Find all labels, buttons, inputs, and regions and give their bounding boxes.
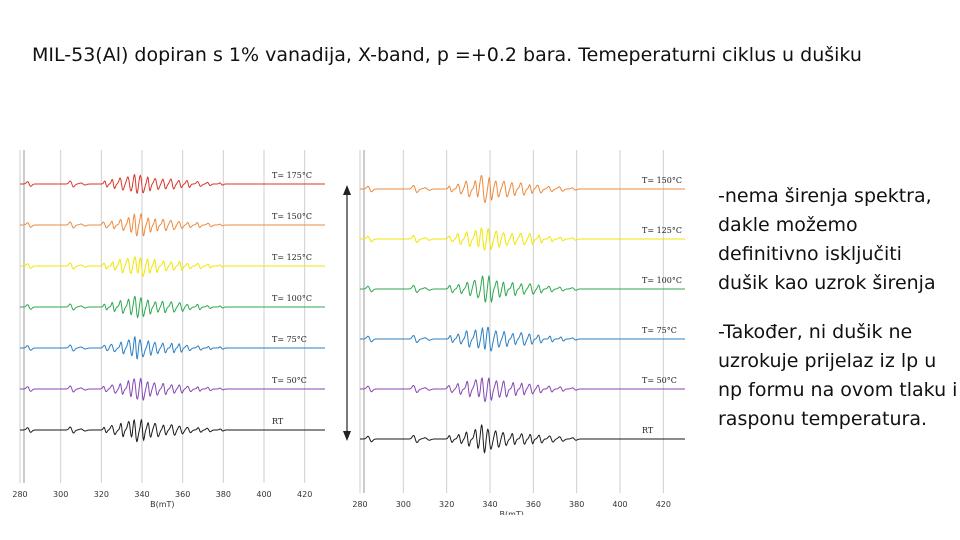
series-label-6: T= 50°C — [272, 376, 307, 385]
series-label-5: T= 50°C — [642, 376, 677, 385]
spectrum-line-6 — [20, 377, 325, 402]
x-tick-label: 300 — [396, 500, 411, 509]
x-tick-label: 320 — [439, 500, 454, 509]
series-label-5: T= 75°C — [272, 335, 307, 344]
epr-chart-heating: 280 300 320 340 360 380 400 420 B(mT) T= 175°C T= … — [12, 150, 325, 509]
x-tick-label: 340 — [134, 490, 149, 499]
x-axis-label: B(mT) — [499, 510, 523, 515]
x-tick-label: 420 — [656, 500, 671, 509]
x-tick-label: 280 — [12, 490, 27, 499]
slide-title: MIL-53(Al) dopiran s 1% vanadija, X-band… — [32, 44, 862, 66]
x-tick-label: 400 — [256, 490, 271, 499]
series-label-1: T= 175°C — [272, 171, 312, 180]
slide-notes: -nema širenja spektra, dakle možemo defi… — [718, 182, 958, 454]
x-axis-label: B(mT) — [150, 500, 174, 509]
spectrum-line-6 — [360, 423, 685, 454]
note-no-lp-np-transition: -Također, ni dušik ne uzrokuje prijelaz … — [718, 321, 958, 430]
spectrum-line-2 — [360, 227, 685, 251]
spectrum-line-1 — [360, 175, 685, 204]
series-label-3: T= 125°C — [272, 253, 312, 262]
x-tick-label: 280 — [352, 500, 367, 509]
series-label-2: T= 150°C — [272, 212, 312, 221]
series-label-7: RT — [272, 417, 284, 426]
series-label-1: T= 150°C — [642, 176, 682, 185]
spectrum-line-5 — [20, 336, 325, 360]
note-no-broadening: -nema širenja spektra, dakle možemo defi… — [718, 185, 936, 294]
x-tick-label: 360 — [526, 500, 541, 509]
spectrum-line-7 — [20, 418, 325, 443]
x-tick-label: 320 — [94, 490, 109, 499]
x-tick-label: 380 — [216, 490, 231, 499]
spectrum-line-3 — [360, 275, 685, 304]
spectrum-line-2 — [20, 212, 325, 237]
spectrum-line-4 — [20, 295, 325, 319]
series-label-4: T= 75°C — [642, 326, 677, 335]
x-tick-label: 420 — [297, 490, 312, 499]
spectrum-line-3 — [20, 256, 325, 277]
x-tick-label: 360 — [175, 490, 190, 499]
spectrum-line-4 — [360, 326, 685, 352]
spectrum-line-1 — [20, 173, 325, 194]
series-label-3: T= 100°C — [642, 276, 682, 285]
x-tick-label: 340 — [482, 500, 497, 509]
series-label-6: RT — [642, 426, 654, 435]
series-label-2: T= 125°C — [642, 226, 682, 235]
x-tick-label: 300 — [53, 490, 68, 499]
x-tick-label: 380 — [569, 500, 584, 509]
x-tick-label: 400 — [612, 500, 627, 509]
series-label-4: T= 100°C — [272, 294, 312, 303]
spectrum-line-5 — [360, 377, 685, 403]
temperature-scan-arrow-icon — [343, 185, 351, 441]
epr-chart-cooling: 280 300 320 340 360 380 400 420 B(mT) T= 150°C T= … — [352, 150, 685, 515]
